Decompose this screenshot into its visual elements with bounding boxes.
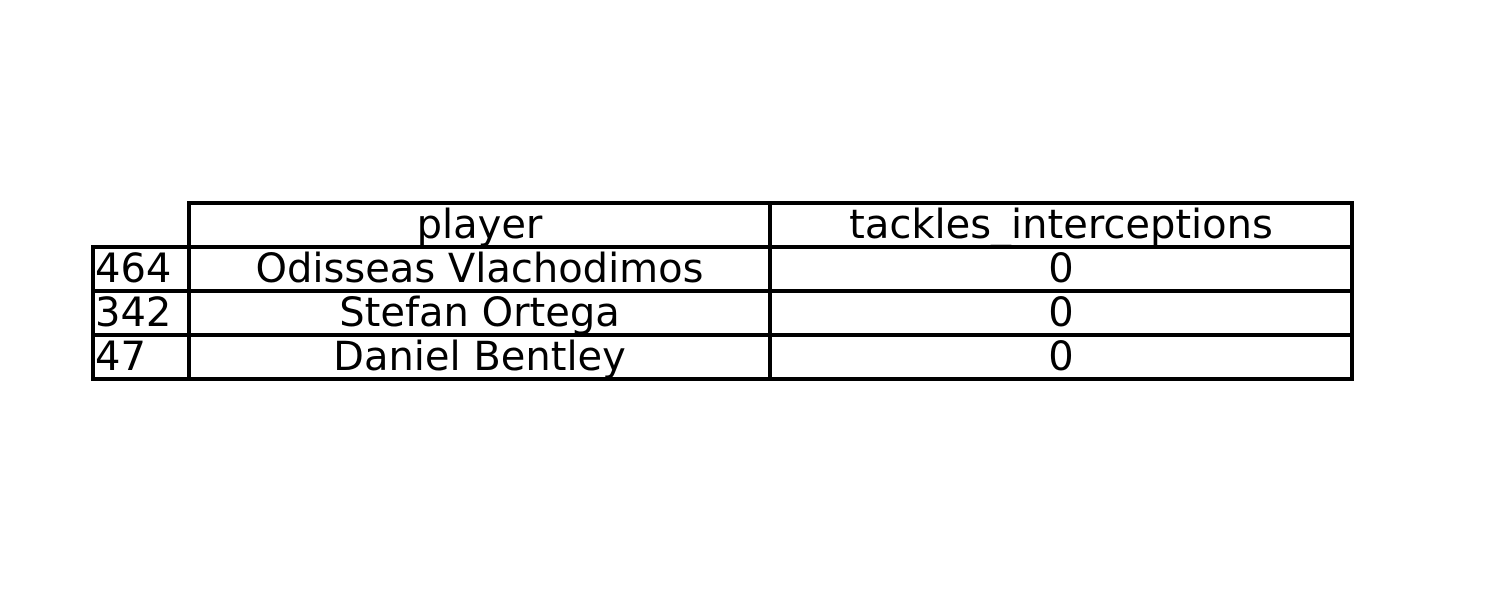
row-index-cell: 464	[91, 245, 191, 293]
column-header-tackles-interceptions: tackles_interceptions	[768, 201, 1354, 249]
data-table: player tackles_interceptions 464 Odissea…	[91, 201, 1354, 381]
row-index-cell: 342	[91, 289, 191, 337]
tackles-interceptions-cell: 0	[768, 289, 1354, 337]
table-row: 47 Daniel Bentley 0	[91, 333, 1354, 381]
tackles-interceptions-cell: 0	[768, 245, 1354, 293]
header-row: player tackles_interceptions	[93, 201, 1354, 249]
table-row: 342 Stefan Ortega 0	[91, 289, 1354, 337]
data-table-container: player tackles_interceptions 464 Odissea…	[91, 201, 1354, 381]
table-row: 464 Odisseas Vlachodimos 0	[91, 245, 1354, 293]
player-cell: Odisseas Vlachodimos	[187, 245, 772, 293]
row-index-cell: 47	[91, 333, 191, 381]
tackles-interceptions-cell: 0	[768, 333, 1354, 381]
index-header-corner	[93, 203, 191, 249]
column-header-player: player	[187, 201, 772, 249]
player-cell: Daniel Bentley	[187, 333, 772, 381]
player-cell: Stefan Ortega	[187, 289, 772, 337]
